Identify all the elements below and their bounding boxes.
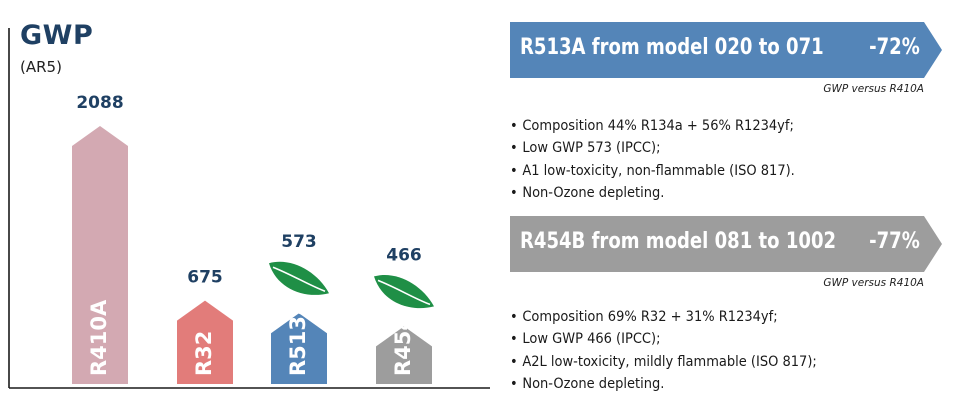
category-label: R32 — [192, 331, 216, 376]
chart-subtitle: (AR5) — [20, 58, 62, 76]
value-label: 466 — [386, 245, 422, 265]
bar-r513a — [271, 313, 327, 384]
chart-marks: R410A 2088 R32 675 R513A 573 R454B 466 — [72, 93, 434, 384]
gwp-note: GWP versus R410A — [823, 83, 924, 95]
chart-title: GWP — [20, 20, 94, 51]
category-label: R410A — [87, 299, 111, 376]
banner-title: R454B from model 081 to 1002 — [520, 229, 837, 254]
bullet-item: Non-Ozone depleting. — [510, 182, 795, 204]
bar-r410a — [72, 126, 128, 384]
bullet-item: Non-Ozone depleting. — [510, 373, 817, 395]
gwp-bar-chart: R410A 2088 R32 675 R513A 573 R454B 466 — [8, 28, 490, 389]
bullet-item: Composition 69% R32 + 31% R1234yf; — [510, 306, 817, 328]
r454b-bullets: Composition 69% R32 + 31% R1234yf; Low G… — [510, 306, 840, 395]
banner-percent: -72% — [869, 35, 920, 60]
banner-arrow-shape — [510, 216, 942, 272]
banner-percent: -77% — [869, 229, 920, 254]
category-label: R513A — [286, 299, 310, 376]
bullet-item: Low GWP 466 (IPCC); — [510, 328, 817, 350]
category-label: R454B — [391, 300, 415, 376]
r454b-banner: R454B from model 081 to 1002 -77% — [510, 216, 942, 272]
gwp-note: GWP versus R410A — [823, 277, 924, 289]
value-label: 2088 — [76, 93, 123, 113]
bar-r32 — [177, 300, 233, 384]
value-label: 675 — [187, 268, 223, 288]
banner-arrow-shape — [510, 22, 942, 78]
leaf-icon — [269, 261, 329, 295]
bullet-item: A2L low-toxicity, mildly flammable (ISO … — [510, 351, 816, 373]
bullet-item: Composition 44% R134a + 56% R1234yf; — [510, 115, 795, 137]
bar-r454b — [376, 326, 432, 384]
r513a-bullets: Composition 44% R134a + 56% R1234yf; Low… — [510, 115, 816, 204]
r513a-banner: R513A from model 020 to 071 -72% — [510, 22, 942, 78]
banner-title: R513A from model 020 to 071 — [520, 35, 824, 60]
bullet-item: A1 low-toxicity, non-flammable (ISO 817)… — [510, 160, 794, 182]
bullet-item: Low GWP 573 (IPCC); — [510, 137, 795, 159]
chart-axes — [8, 28, 490, 389]
value-label: 573 — [281, 232, 317, 252]
leaf-icon — [374, 275, 434, 309]
